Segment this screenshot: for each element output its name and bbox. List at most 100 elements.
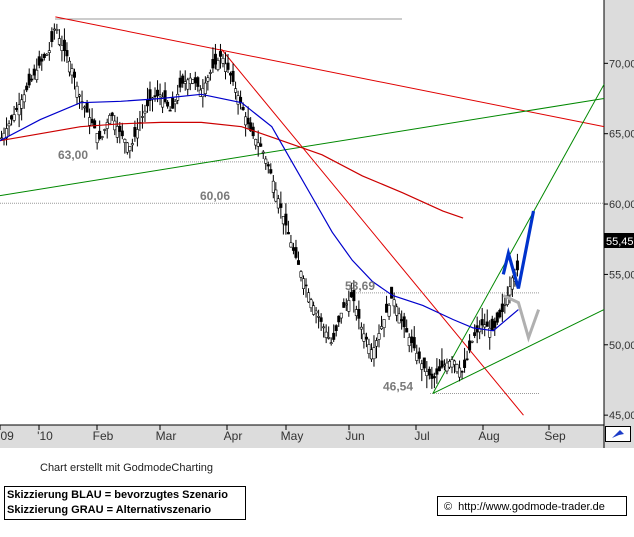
- candle-body: [437, 366, 441, 372]
- candle-body: [367, 344, 371, 354]
- candle-body: [317, 315, 321, 318]
- level-labels: 63,00 60,06 53,69 46,54: [58, 148, 413, 394]
- candle-body: [420, 363, 424, 370]
- candles: [0, 23, 519, 389]
- candle-body: [430, 373, 434, 379]
- sma-blue-line: [0, 93, 519, 332]
- y-tick-label: 60,00: [609, 199, 634, 211]
- candle-body: [216, 60, 220, 70]
- candle-body: [171, 97, 175, 109]
- candle-body: [302, 278, 306, 289]
- candle-body: [20, 99, 24, 109]
- candle-body: [259, 143, 263, 147]
- candle-body: [85, 103, 89, 113]
- legend-gray: Skizzierung GRAU = Alternativszenario: [7, 504, 212, 516]
- candle-body: [372, 347, 376, 360]
- candle-body: [241, 106, 245, 111]
- candle-body: [10, 115, 14, 120]
- price-label-box: [604, 233, 634, 248]
- candle-body: [405, 328, 409, 333]
- candle-body: [329, 342, 333, 344]
- candle-body: [22, 94, 26, 103]
- candle-body: [110, 112, 114, 117]
- chart-credit: Chart erstellt mit GodmodeCharting: [40, 462, 214, 474]
- candle-body: [133, 127, 137, 137]
- candle-body: [332, 332, 336, 340]
- corner-button[interactable]: [605, 426, 631, 442]
- candle-body: [140, 116, 144, 118]
- candle-body: [45, 53, 49, 56]
- candle-body: [37, 56, 41, 66]
- candle-body: [442, 364, 446, 367]
- level-label: 63,00: [58, 148, 88, 162]
- candle-body: [186, 79, 190, 90]
- candle-body: [83, 106, 87, 109]
- candle-body: [269, 169, 273, 174]
- site-box[interactable]: © http://www.godmode-trader.de: [437, 496, 627, 516]
- candle-body: [145, 99, 149, 107]
- scenarios: [501, 210, 541, 343]
- y-tick-label: 70,00: [609, 58, 634, 70]
- candle-body: [342, 302, 346, 308]
- candle-body: [337, 315, 341, 323]
- candle-body: [309, 299, 313, 309]
- candle-body: [211, 59, 215, 69]
- candle-body: [450, 359, 454, 368]
- candle-body: [188, 77, 192, 85]
- candle-body: [397, 313, 401, 324]
- x-tick-label: Sep: [544, 429, 566, 443]
- candle-body: [246, 117, 250, 125]
- candle-body: [432, 376, 436, 379]
- trendline: [432, 84, 605, 394]
- candle-body: [65, 50, 69, 57]
- candle-body: [7, 123, 11, 127]
- candle-body: [352, 290, 356, 302]
- x-tick-label: Aug: [478, 429, 499, 443]
- candle-body: [281, 216, 285, 225]
- candle-body: [447, 361, 451, 368]
- candle-body: [62, 39, 66, 51]
- x-tick-label: '10: [37, 429, 53, 443]
- candle-body: [120, 130, 124, 137]
- candle-body: [168, 109, 172, 112]
- y-tick-label: 50,00: [609, 340, 634, 352]
- trendline: [0, 98, 605, 197]
- x-tick-label: May: [281, 429, 304, 443]
- scenario-gray-path: [502, 294, 541, 343]
- candle-body: [286, 232, 290, 235]
- candle-body: [473, 332, 477, 336]
- candle-body: [108, 115, 112, 124]
- x-tick-label: Feb: [93, 429, 114, 443]
- candle-body: [339, 312, 343, 319]
- candle-body: [493, 320, 497, 328]
- candle-body: [181, 75, 185, 84]
- candle-body: [289, 242, 293, 248]
- x-tick-label: Mar: [156, 429, 177, 443]
- candle-body: [357, 308, 361, 319]
- candle-body: [400, 319, 404, 322]
- candle-body: [392, 299, 396, 307]
- x-tick-label: Jun: [345, 429, 364, 443]
- candle-body: [271, 180, 275, 193]
- candle-body: [55, 29, 59, 31]
- candle-body: [256, 142, 260, 147]
- candle-body: [125, 142, 129, 153]
- candle-body: [113, 120, 117, 131]
- candle-body: [503, 304, 507, 306]
- candle-body: [508, 286, 512, 296]
- candle-body: [115, 126, 119, 138]
- candle-body: [364, 336, 368, 340]
- candle-body: [327, 337, 331, 339]
- site-link[interactable]: http://www.godmode-trader.de: [458, 501, 605, 513]
- candle-body: [52, 28, 56, 31]
- candle-body: [463, 359, 467, 368]
- candle-body: [483, 324, 487, 328]
- candle-body: [412, 337, 416, 349]
- candle-body: [458, 367, 462, 378]
- y-tick-label: 55,00: [609, 269, 634, 281]
- candle-body: [128, 146, 132, 152]
- candle-body: [417, 351, 421, 359]
- trendline: [221, 48, 524, 416]
- candle-body: [380, 326, 384, 330]
- legend-blue: Skizzierung BLAU = bevorzugtes Szenario: [7, 489, 228, 501]
